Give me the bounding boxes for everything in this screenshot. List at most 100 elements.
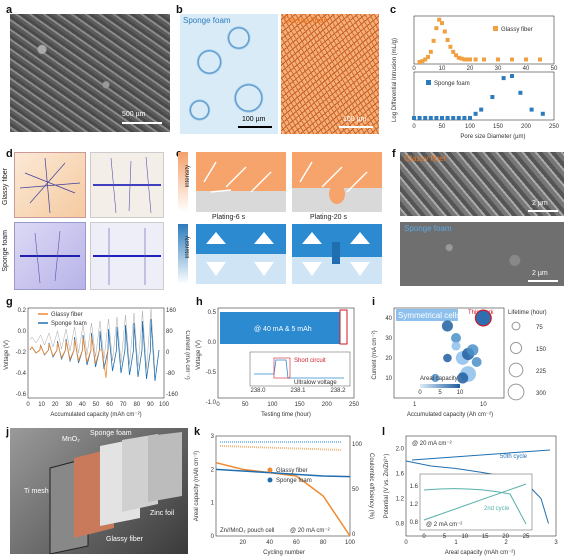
panel-label-f: f xyxy=(392,148,396,160)
j-zinc-label: Zinc foil xyxy=(150,510,175,517)
g-xlabel: Accumulated capacity (mAh cm⁻²) xyxy=(50,412,141,418)
d-cube-sponge-3d xyxy=(14,222,86,290)
c-bottom-point-12 xyxy=(479,107,484,112)
g-y2tick-1: 80 xyxy=(166,329,173,335)
l-ytick-1: 1.2 xyxy=(396,497,405,503)
g-ylabel: Voltage (V) xyxy=(4,340,10,370)
zinc-foil-layer xyxy=(148,432,182,502)
k-y2tick-1: 50 xyxy=(352,487,359,493)
i-ytick-3: 40 xyxy=(385,316,392,322)
g-xtick-6: 60 xyxy=(106,402,113,408)
h-inset-xtick-1: 238.1 xyxy=(290,388,306,394)
chart-c-top: 0 10 20 30 40 50 xyxy=(412,15,558,72)
l-xlabel: Areal capacity (mAh cm⁻²) xyxy=(445,550,516,556)
c-bottom-point-11 xyxy=(473,111,478,116)
c-top-xtick-3: 30 xyxy=(495,66,502,72)
h-inset-trace xyxy=(254,359,344,379)
e-sim-sponge-6s xyxy=(196,224,286,284)
j-glassy-label: Glassy fiber xyxy=(106,536,143,543)
l-ytick-2: 1.6 xyxy=(396,472,405,478)
c-top-point-3 xyxy=(426,54,430,59)
panel-label-b: b xyxy=(176,4,183,16)
k-x-ticks: 20 40 60 80 100 xyxy=(239,540,355,546)
chart-c-bottom: 0 50 100 150 200 250 xyxy=(412,71,560,130)
k-y-ticks: 0 1 2 3 xyxy=(211,434,215,540)
f-bottom-title: Sponge foam xyxy=(404,224,452,233)
d-cube-glassy-3d xyxy=(14,152,86,218)
e-colorbar-bottom xyxy=(178,224,188,284)
image-sponge-foam: Sponge foam 100 µm xyxy=(180,14,278,134)
g-ytick-1: 0.0 xyxy=(18,329,27,335)
chart-i: Symmetrical cells This work Areal capaci… xyxy=(372,307,547,418)
h-xtick-0: 0 xyxy=(216,402,220,408)
h-inset-xtick-2: 238.2 xyxy=(330,388,346,394)
g-xtick-9: 90 xyxy=(147,402,154,408)
c-top-point-11 xyxy=(448,44,453,49)
i-xtick-1: 10 xyxy=(480,402,487,408)
l-50th: 50th cycle xyxy=(500,454,528,460)
c-top-point-7 xyxy=(437,17,442,22)
panel-label-l: l xyxy=(382,426,386,438)
i-life-text-3: 300 xyxy=(536,391,547,397)
panel-label-h: h xyxy=(196,296,203,308)
l-ytick-3: 2.0 xyxy=(396,447,405,453)
i-areal-ticks: 0 5 10 xyxy=(418,390,464,396)
l-inset-ytick-2: 1.6 xyxy=(410,484,419,490)
h-xtick-2: 100 xyxy=(267,402,278,408)
c-bottom-point-13 xyxy=(490,95,495,99)
c-ylabel: Log Differential Intrusion (mL/g) xyxy=(392,38,398,122)
k-xtick-4: 100 xyxy=(345,540,356,546)
c-bottom-point-0 xyxy=(412,116,416,120)
panel-label-j: j xyxy=(6,426,10,438)
c-bottom-point-7 xyxy=(451,116,456,120)
i-life-text-1: 150 xyxy=(536,347,547,353)
f-top-scalebar xyxy=(528,210,558,212)
e-caption-6s: Plating-6 s xyxy=(212,214,246,221)
c-top-point-14 xyxy=(456,55,461,60)
c-top-point-8 xyxy=(440,21,444,26)
i-areal-colorbar xyxy=(420,384,460,388)
k-ytick-2: 2 xyxy=(211,467,215,473)
c-bottom-point-18 xyxy=(540,111,545,116)
g-xtick-1: 10 xyxy=(38,402,45,408)
c-top-point-24 xyxy=(538,57,542,62)
g-ytick-3: -0.4 xyxy=(16,371,27,377)
h-inset-xtick-0: 238.0 xyxy=(250,388,266,394)
g-y2tick-0: 160 xyxy=(166,308,177,314)
e-colorbar-top-label: Intensity xyxy=(185,165,191,188)
k-ylabel: Areal capacity (mAh cm⁻²) xyxy=(194,451,200,522)
c-legend-sponge-marker xyxy=(426,80,431,85)
l-y-ticks: 0.8 1.2 1.6 2.0 xyxy=(396,447,405,528)
c-bottom-point-9 xyxy=(462,116,467,120)
h-xtick-5: 250 xyxy=(349,402,360,408)
c-xlabel: Pore size Diameter (µm) xyxy=(460,134,525,140)
c-bottom-xtick-4: 200 xyxy=(521,124,532,130)
g-series-current xyxy=(29,308,156,372)
panel-label-c: c xyxy=(390,4,397,16)
k-xtick-1: 40 xyxy=(266,540,273,546)
label-glassy-fiber: Glassy fiber xyxy=(284,16,327,25)
image-glassy-fiber: Glassy fiber 100 µm xyxy=(281,14,379,134)
j-ti-label: Ti mesh xyxy=(24,488,49,495)
g-xtick-5: 50 xyxy=(93,402,100,408)
g-legend-sponge: Sponge foam xyxy=(51,321,87,327)
i-title-bg xyxy=(396,309,458,321)
f-top-title: Glassy fiber xyxy=(404,154,447,163)
c-bottom-point-1 xyxy=(417,116,422,120)
sem-image-a: 500 µm xyxy=(10,14,170,132)
g-ytick-0: 0.2 xyxy=(18,308,27,314)
g-ytick-2: -0.2 xyxy=(16,350,27,356)
i-areal-tick-1: 5 xyxy=(438,390,442,396)
h-xtick-4: 200 xyxy=(322,402,333,408)
c-top-point-0 xyxy=(417,60,422,64)
k-ytick-1: 1 xyxy=(211,501,215,507)
l-x-ticks: 0 1 2 3 xyxy=(404,540,558,546)
h-xtick-1: 50 xyxy=(242,402,249,408)
l-inset-xtick-2: 10 xyxy=(461,534,468,540)
c-top-point-13 xyxy=(454,53,458,58)
l-ylabel: Potential (V vs. Zn/Zn²⁺) xyxy=(383,454,390,519)
i-point-10 xyxy=(431,373,440,383)
g-xtick-8: 80 xyxy=(133,402,140,408)
g-y2label: Current (mA cm⁻²) xyxy=(184,330,190,379)
c-top-point-15 xyxy=(459,56,464,61)
